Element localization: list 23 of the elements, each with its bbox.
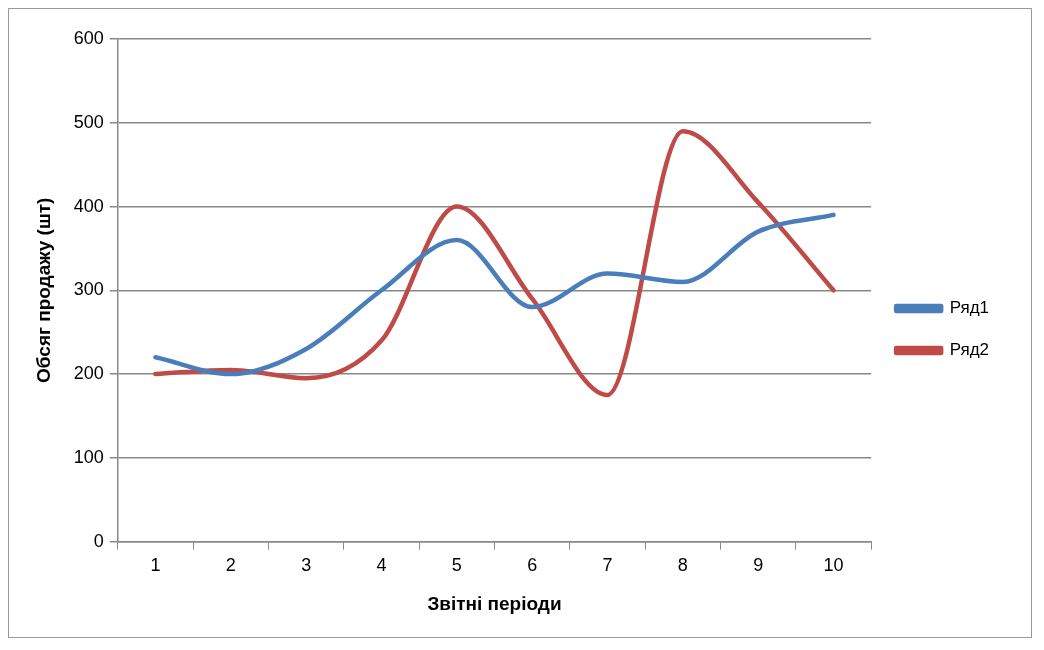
y-tick-label: 200 (73, 363, 104, 384)
line-series (153, 128, 836, 398)
x-tick-label: 3 (301, 555, 312, 576)
x-tick-label: 7 (602, 555, 613, 576)
x-tick-label: 10 (823, 555, 844, 576)
y-tick-label: 0 (93, 530, 104, 551)
y-axis-title: Обсяг продажу (шт) (32, 197, 54, 383)
legend-label: Ряд2 (949, 340, 990, 360)
y-tick-label: 500 (73, 111, 104, 132)
x-tick-label: 5 (451, 555, 462, 576)
line-series (153, 212, 836, 377)
x-tick-label: 2 (225, 555, 236, 576)
x-tick-label: 9 (753, 555, 764, 576)
y-tick-label: 100 (73, 446, 104, 467)
x-tick-label: 8 (677, 555, 688, 576)
y-tick-label: 400 (73, 195, 104, 216)
x-tick-label: 1 (150, 555, 161, 576)
x-tick-label: 4 (376, 555, 387, 576)
y-tick-label: 300 (73, 279, 104, 300)
legend-label: Ряд1 (949, 298, 990, 318)
x-tick-label: 6 (527, 555, 538, 576)
y-tick-label: 600 (73, 27, 104, 48)
x-axis-title: Звітні періоди (427, 592, 562, 614)
